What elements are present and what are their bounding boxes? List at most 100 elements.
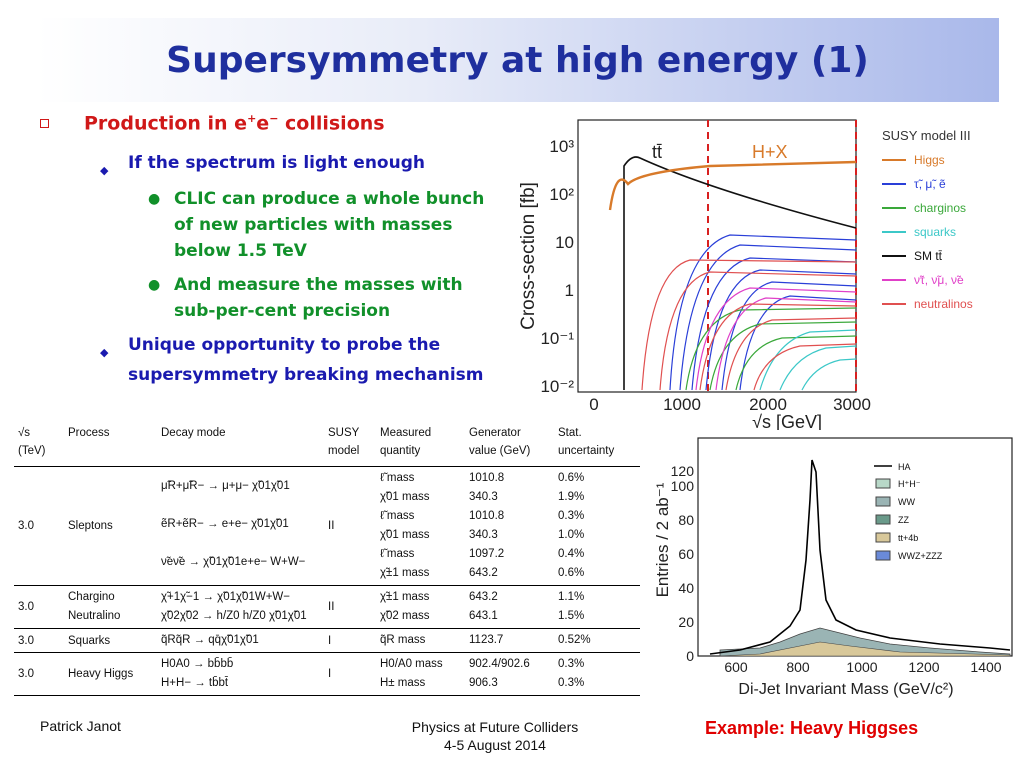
cell-process: Sleptons <box>64 466 157 586</box>
legend-label: tt+4b <box>898 533 918 543</box>
tt-label: tt̄ <box>652 142 662 162</box>
plot-frame <box>697 437 1013 657</box>
legend-label: ν̃τ, ν̃μ, ν̃e <box>914 273 964 287</box>
cell-value: 1010.8 340.3 1010.8 340.3 1097.2 643.2 <box>465 466 554 586</box>
mass-legend: HA H⁺H⁻ WW ZZ tt+4b WWZ+ZZZ <box>874 462 943 561</box>
ttbar-histogram <box>719 641 1011 657</box>
bullet-text: And measure the masses with sub-per-cent… <box>174 275 463 321</box>
cell-model: I <box>324 652 376 696</box>
table-row: 3.0 Heavy Higgs H0A0 → bb̄bb̄ H+H− → tb̄b… <box>14 652 640 696</box>
y-axis-label: Entries / 2 ab⁻¹ <box>653 482 672 597</box>
header-generator: Generator value (GeV) <box>465 420 554 467</box>
cell-value: 1123.7 <box>465 628 554 653</box>
y-tick: 10⁻² <box>540 377 574 396</box>
y-tick: 10² <box>549 185 574 204</box>
legend-label: neutralinos <box>914 297 973 311</box>
cell-model: II <box>324 585 376 629</box>
ha-signal-curve <box>709 459 1011 655</box>
cell-quantity: H0/A0 mass H± mass <box>376 652 465 696</box>
slide-title: Supersymmetry at high energy (1) <box>166 40 869 81</box>
legend-label: squarks <box>914 225 956 239</box>
y-tick: 10³ <box>549 137 574 156</box>
x-axis-label: Di-Jet Invariant Mass (GeV/c²) <box>738 681 953 698</box>
sm-ttbar-curve <box>623 156 857 390</box>
legend-swatch <box>875 532 891 543</box>
legend-label: WW <box>898 497 915 507</box>
cell-decay: q̃Rq̃R → qq̄χ̃01χ̃01 <box>157 628 324 653</box>
mass-measurement-table: √s (TeV) Process Decay mode SUSY model Mea… <box>14 420 640 696</box>
legend-label: H⁺H⁻ <box>898 479 921 489</box>
cell-process: Squarks <box>64 628 157 653</box>
footer-date: 4-5 August 2014 <box>444 737 546 753</box>
header-susy: SUSY model <box>324 420 376 467</box>
bullet-text: If the spectrum is light enough <box>128 153 425 173</box>
header-decay: Decay mode <box>157 420 324 467</box>
footer-conf-name: Physics at Future Colliders <box>411 719 579 735</box>
dot-bullet-icon: ● <box>148 277 161 293</box>
xsec-legend: SUSY model III Higgs τ̃, μ̃, ẽ charginos… <box>882 128 973 311</box>
y-tick: 0 <box>686 648 694 664</box>
cell-value: 643.2 643.1 <box>465 585 554 629</box>
x-tick: 2000 <box>749 395 787 414</box>
legend-label: Higgs <box>914 153 945 167</box>
legend-swatch <box>875 496 891 507</box>
diamond-bullet-icon: ◆ <box>100 164 109 177</box>
sneutrino-curves <box>695 287 857 391</box>
legend-label: HA <box>898 462 911 472</box>
cell-process: Heavy Higgs <box>64 652 157 696</box>
y-tick: 80 <box>678 512 694 528</box>
heavy-higgs-group: 3.0 Heavy Higgs H0A0 → bb̄bb̄ H+H− → tb̄b… <box>14 652 640 696</box>
x-tick: 1000 <box>846 659 877 675</box>
cell-model: I <box>324 628 376 653</box>
x-tick: 800 <box>786 659 810 675</box>
neutralino-curves <box>641 259 857 391</box>
cell-uncertainty: 0.6% 1.9% 0.3% 1.0% 0.4% 0.6% <box>554 466 640 586</box>
x-tick: 600 <box>724 659 748 675</box>
cell-energy: 3.0 <box>14 628 64 653</box>
squarks-group: 3.0 Squarks q̃Rq̃R → qq̄χ̃01χ̃01 I q̃R m… <box>14 628 640 653</box>
cell-uncertainty: 1.1% 1.5% <box>554 585 640 629</box>
legend-label: charginos <box>914 201 966 215</box>
legend-label: SM tt̄ <box>914 249 943 263</box>
legend-swatch <box>875 514 891 525</box>
slepton-curves <box>669 234 857 391</box>
cell-decay: H0A0 → bb̄bb̄ H+H− → tb̄bt̄ <box>157 652 324 696</box>
footer-conference: Physics at Future Colliders 4-5 August 2… <box>380 718 610 754</box>
plot-frame <box>577 119 857 393</box>
legend-swatch <box>875 478 891 489</box>
cell-decay: χ̃+1χ̃−1 → χ̃01χ̃01W+W− χ̃02χ̃02 → h/Z0 h… <box>157 585 324 629</box>
square-bullet-icon <box>40 119 49 128</box>
header-measured: Measured quantity <box>376 420 465 467</box>
y-tick: 100 <box>671 478 695 494</box>
diamond-bullet-icon: ◆ <box>100 346 109 359</box>
title-bar: Supersymmetry at high energy (1) <box>36 18 999 102</box>
x-tick: 1400 <box>970 659 1001 675</box>
y-axis-label: Cross-section [fb] <box>518 182 539 330</box>
bullet-text: Unique opportunity to probe the supersym… <box>128 335 484 385</box>
y-tick: 10⁻¹ <box>540 329 574 348</box>
header-stat: Stat. uncertainty <box>554 420 640 467</box>
y-tick: 60 <box>678 546 694 562</box>
y-tick: 20 <box>678 614 694 630</box>
x-axis-label: √s [GeV] <box>752 412 822 430</box>
y-tick: 10 <box>555 233 574 252</box>
legend-title: SUSY model III <box>882 128 971 143</box>
cell-quantity: ℓ̃ mass χ̃01 mass ℓ̃ mass χ̃01 mass ℓ̃ mas… <box>376 466 465 586</box>
bullet-text: CLIC can produce a whole bunch of new pa… <box>174 189 485 261</box>
header-process: Process <box>64 420 157 467</box>
cell-uncertainty: 0.52% <box>554 628 640 653</box>
footer-author: Patrick Janot <box>40 718 121 734</box>
squark-curves <box>759 329 857 391</box>
legend-label: WWZ+ZZZ <box>898 551 943 561</box>
hx-label: H+X <box>752 142 788 162</box>
cell-quantity: q̃R mass <box>376 628 465 653</box>
cell-energy: 3.0 <box>14 585 64 629</box>
y-tick: 1 <box>565 281 574 300</box>
chargino-group: 3.0 Chargino Neutralino χ̃+1χ̃−1 → χ̃01χ̃… <box>14 585 640 629</box>
cell-energy: 3.0 <box>14 466 64 586</box>
table-header-row: √s (TeV) Process Decay mode SUSY model Mea… <box>14 420 640 467</box>
legend-label: τ̃, μ̃, ẽ <box>914 177 946 191</box>
header-sqrt-s: √s (TeV) <box>14 420 64 467</box>
x-tick: 1000 <box>663 395 701 414</box>
table-row: 3.0 Chargino Neutralino χ̃+1χ̃−1 → χ̃01χ̃… <box>14 585 640 629</box>
